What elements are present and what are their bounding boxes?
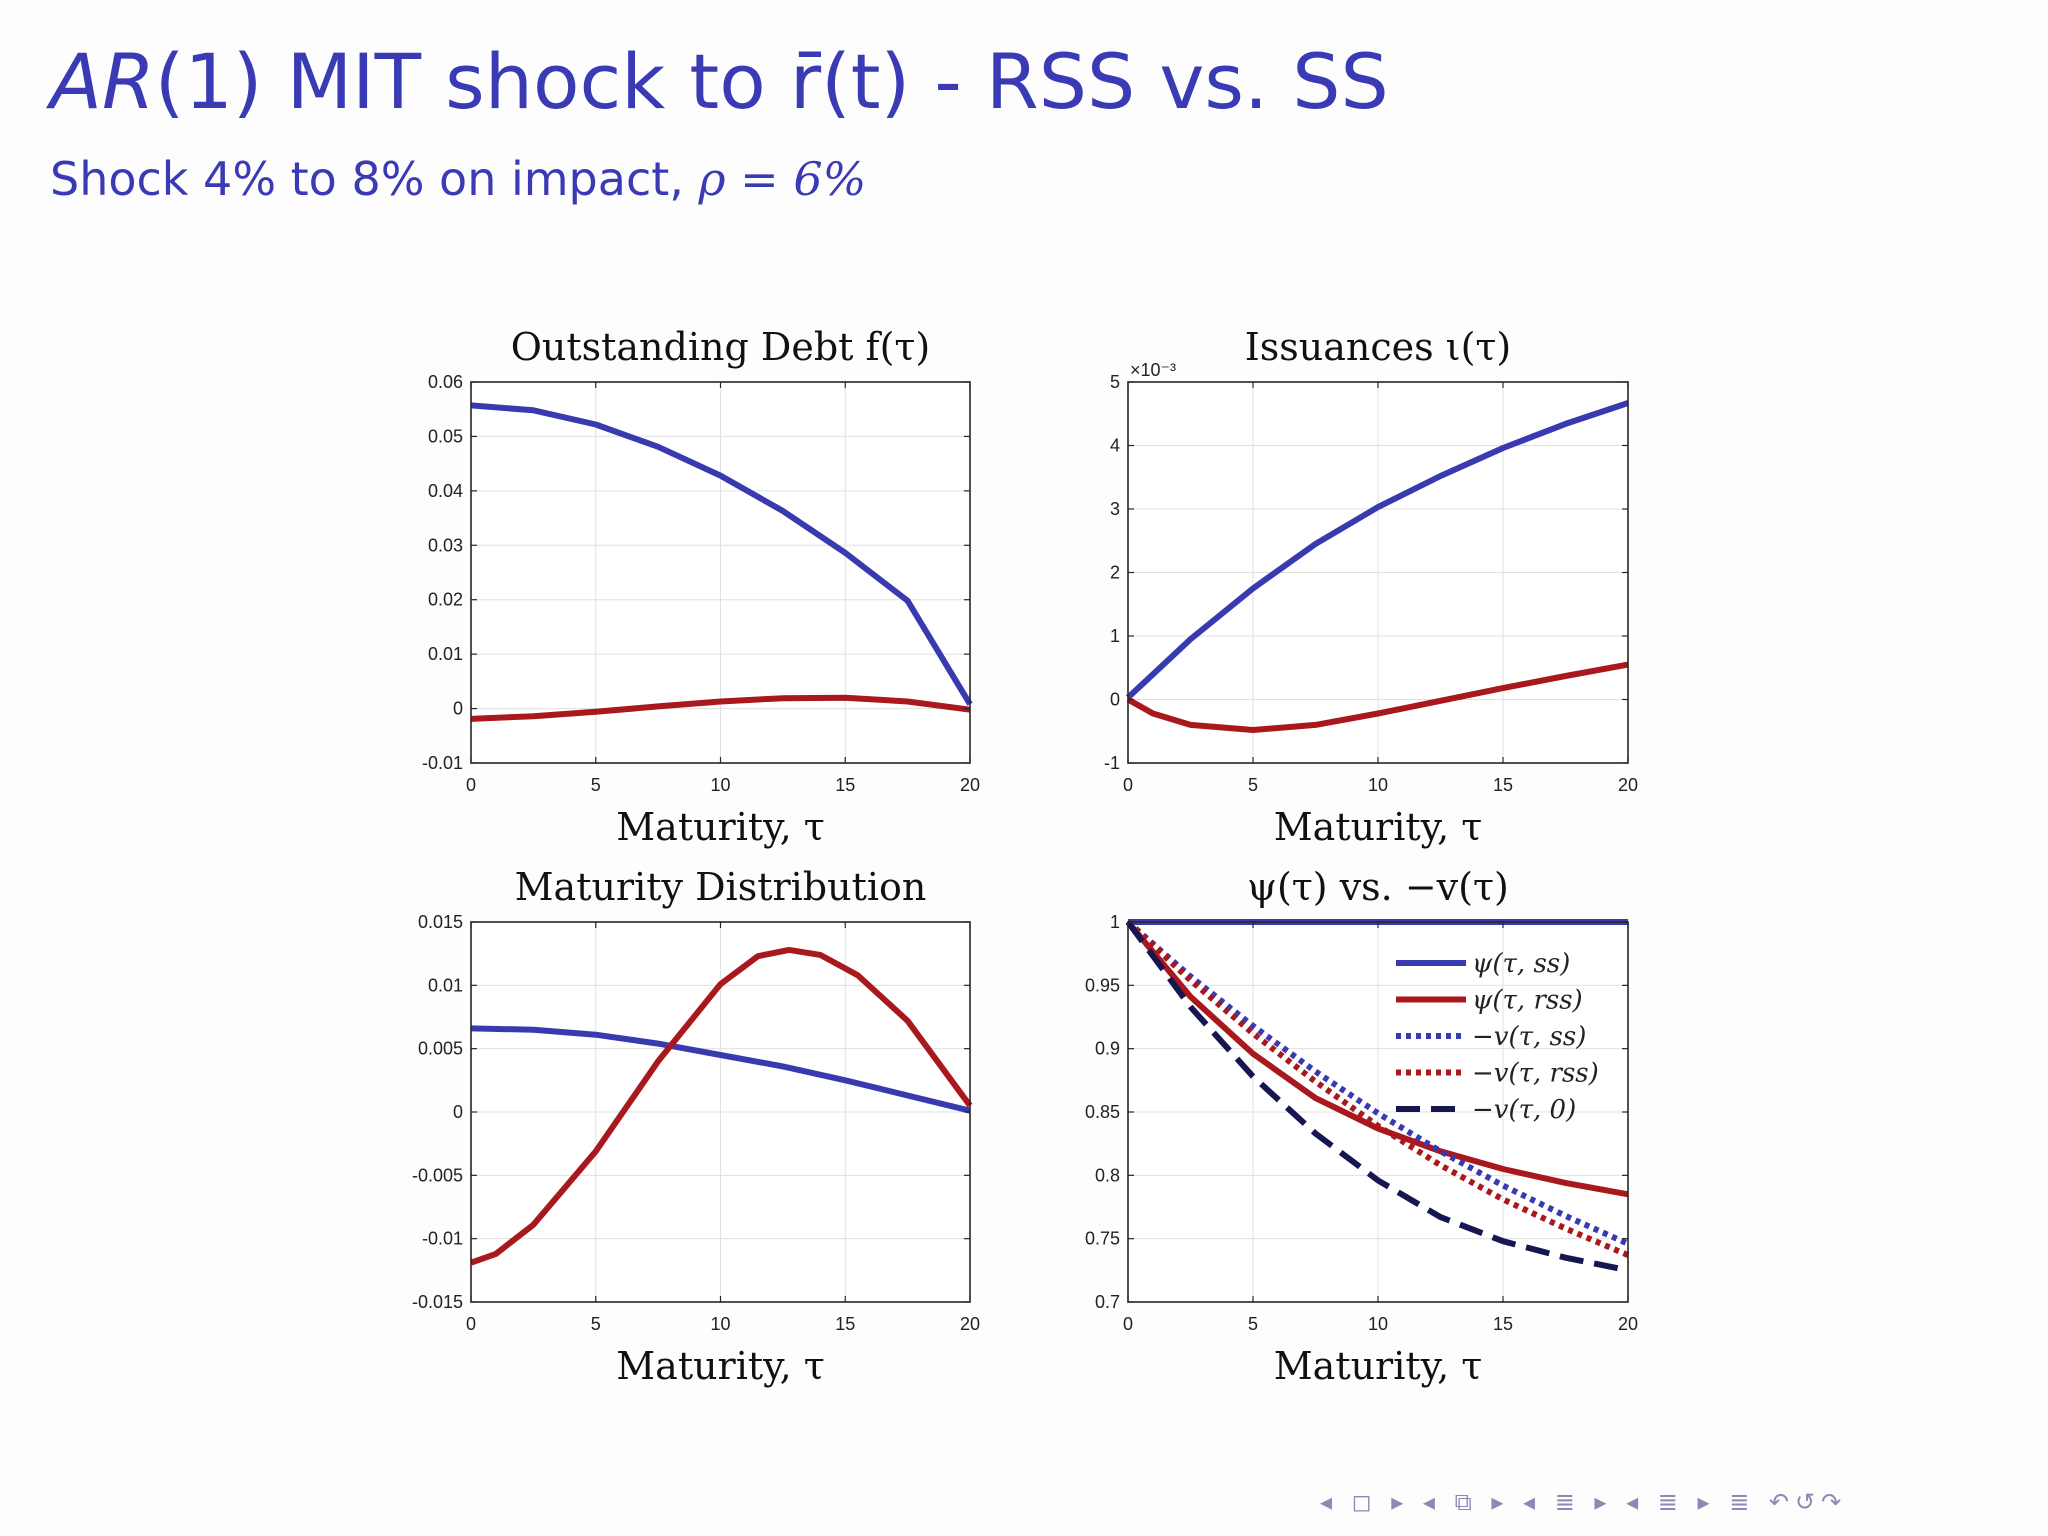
x-tick-label: 15 bbox=[835, 1314, 855, 1334]
y-tick-label: 0.7 bbox=[1095, 1292, 1120, 1312]
x-tick-label: 10 bbox=[710, 1314, 730, 1334]
y-tick-label: 0.85 bbox=[1085, 1102, 1120, 1122]
slide-subtitle: Shock 4% to 8% on impact, ρ = 6% bbox=[50, 156, 866, 202]
series-line-2 bbox=[1126, 661, 1629, 733]
x-tick-label: 0 bbox=[1123, 775, 1133, 795]
chart-title: Outstanding Debt f(τ) bbox=[511, 325, 931, 369]
x-tick-label: 5 bbox=[1248, 775, 1258, 795]
x-axis-label: Maturity, τ bbox=[616, 805, 825, 849]
legend-label-1: ψ(τ, ss) bbox=[1472, 949, 1570, 979]
y-tick-label: 0 bbox=[1110, 690, 1120, 710]
y-tick-label: 0 bbox=[453, 1102, 463, 1122]
y-tick-label: -0.01 bbox=[422, 753, 463, 773]
series-line-2 bbox=[470, 694, 971, 722]
x-tick-label: 10 bbox=[1368, 775, 1388, 795]
x-tick-label: 20 bbox=[960, 775, 980, 795]
x-tick-label: 20 bbox=[1618, 775, 1638, 795]
y-tick-label: 0.05 bbox=[428, 426, 463, 446]
x-tick-label: 15 bbox=[1493, 1314, 1513, 1334]
y-tick-label: 0.015 bbox=[418, 912, 463, 932]
chart-title: Maturity Distribution bbox=[515, 865, 927, 909]
chart-legend: ψ(τ, ss) ψ(τ, rss) −v(τ, ss) −v(τ, rss) −v(τ… bbox=[1396, 949, 1599, 1125]
x-tick-label: 0 bbox=[1123, 1314, 1133, 1334]
y-tick-label: 0.9 bbox=[1095, 1039, 1120, 1059]
series-line-2 bbox=[470, 946, 973, 1266]
y-tick-label: 0 bbox=[453, 699, 463, 719]
y-tick-label: 0.005 bbox=[418, 1039, 463, 1059]
chart-title: ψ(τ) vs. −v(τ) bbox=[1247, 865, 1509, 909]
y-tick-label: 2 bbox=[1110, 563, 1120, 583]
y-tick-label: 0.03 bbox=[428, 535, 463, 555]
y-tick-label: 4 bbox=[1110, 436, 1120, 456]
y-tick-label: 0.8 bbox=[1095, 1165, 1120, 1185]
chart-panel-4: 0 5 10 15 20 0.7 0.75 0.8 0.85 0.9 0.95 1 ψ(τ) vs. −… bbox=[1085, 865, 1638, 1388]
x-tick-label: 10 bbox=[1368, 1314, 1388, 1334]
x-tick-label: 15 bbox=[835, 775, 855, 795]
slide-title-rest: (1) MIT shock to r̄(t) - RSS vs. SS bbox=[154, 37, 1389, 126]
x-tick-label: 0 bbox=[466, 775, 476, 795]
slide-subtitle-rho: ρ = 6% bbox=[698, 152, 867, 206]
chart-panel-3: 0 5 10 15 20 -0.015 -0.01 -0.005 0 0.005 0.01 0.015… bbox=[412, 865, 980, 1388]
chart-panel-1: 0 5 10 15 20-0.0100.010.020.030.040.050.06Ou… bbox=[422, 325, 980, 849]
x-tick-label: 0 bbox=[466, 1314, 476, 1334]
slide-title: AR(1) MIT shock to r̄(t) - RSS vs. SS bbox=[50, 44, 1389, 120]
y-tick-label: 0.02 bbox=[428, 590, 463, 610]
y-tick-label: 3 bbox=[1110, 499, 1120, 519]
y-tick-label: -0.01 bbox=[422, 1229, 463, 1249]
y-tick-label: 1 bbox=[1110, 626, 1120, 646]
series-line-5 bbox=[1125, 920, 1629, 1274]
y-tick-label: 0.01 bbox=[428, 975, 463, 995]
x-tick-label: 15 bbox=[1493, 775, 1513, 795]
x-axis-label: Maturity, τ bbox=[1274, 805, 1483, 849]
x-tick-label: 10 bbox=[710, 775, 730, 795]
y-tick-label: 0.01 bbox=[428, 644, 463, 664]
legend-label-3: −v(τ, ss) bbox=[1472, 1022, 1586, 1052]
y-tick-label: 0.06 bbox=[428, 372, 463, 392]
y-tick-label: -0.005 bbox=[412, 1165, 463, 1185]
chart-title: Issuances ι(τ) bbox=[1245, 325, 1512, 369]
y-tick-label: 0.95 bbox=[1085, 975, 1120, 995]
x-tick-label: 5 bbox=[591, 1314, 601, 1334]
x-axis-label: Maturity, τ bbox=[616, 1344, 825, 1388]
x-axis-label: Maturity, τ bbox=[1274, 1344, 1483, 1388]
x-tick-label: 5 bbox=[1248, 1314, 1258, 1334]
y-tick-label: 1 bbox=[1110, 912, 1120, 932]
y-tick-label: 0.75 bbox=[1085, 1229, 1120, 1249]
series-line-4 bbox=[1125, 919, 1630, 1258]
legend-label-2: ψ(τ, rss) bbox=[1472, 986, 1583, 1016]
legend-label-4: −v(τ, rss) bbox=[1472, 1059, 1599, 1089]
slide-title-ar: AR bbox=[50, 37, 155, 126]
legend-label-5: −v(τ, 0) bbox=[1472, 1095, 1576, 1125]
y-tick-label: 5 bbox=[1110, 372, 1120, 392]
slide-subtitle-text: Shock 4% to 8% on impact, bbox=[50, 152, 699, 206]
x-tick-label: 20 bbox=[1618, 1314, 1638, 1334]
series-line-1 bbox=[470, 1025, 971, 1114]
beamer-navigation[interactable]: ◂ ◻ ▸ ◂ ⧉ ▸ ◂ ≣ ▸ ◂ ≣ ▸ ≣ ↶↺↷ bbox=[1320, 1488, 1848, 1516]
series-line-1 bbox=[1125, 400, 1629, 700]
y-tick-label: -0.015 bbox=[412, 1292, 463, 1312]
y-tick-label: 0.04 bbox=[428, 481, 463, 501]
series-line-1 bbox=[470, 402, 973, 706]
x-tick-label: 20 bbox=[960, 1314, 980, 1334]
x-tick-label: 5 bbox=[591, 775, 601, 795]
y-scale-label: ×10⁻³ bbox=[1130, 360, 1176, 380]
y-tick-label: -1 bbox=[1104, 753, 1120, 773]
